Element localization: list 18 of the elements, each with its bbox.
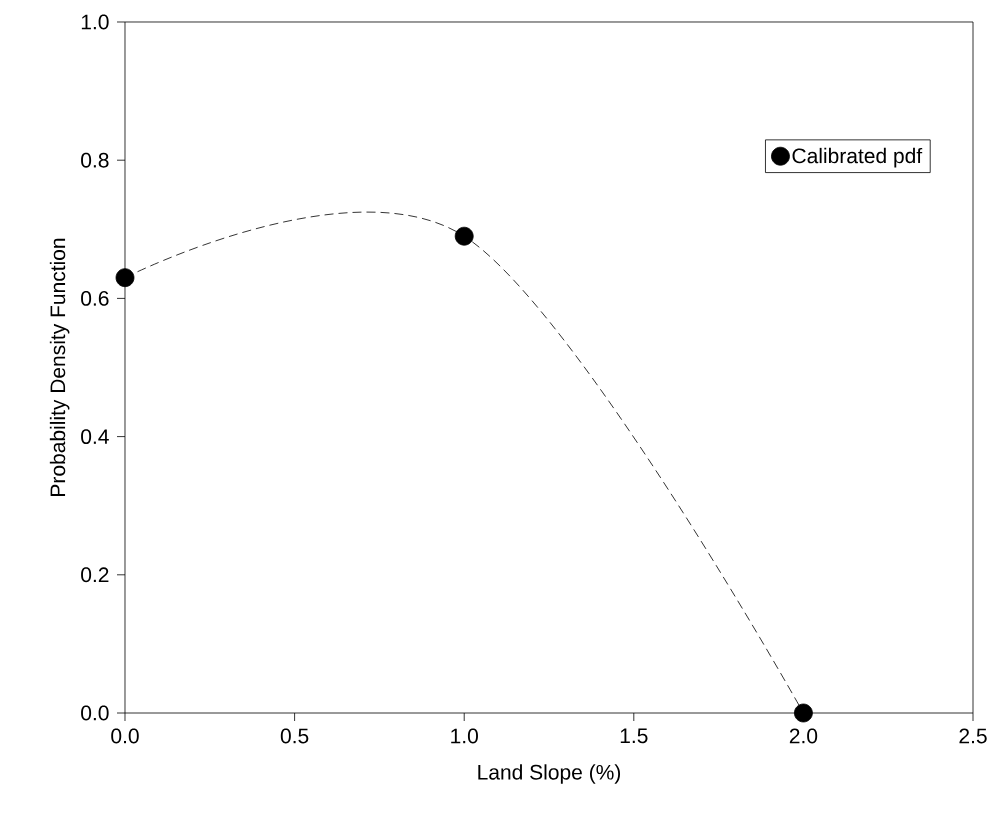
x-tick-label: 2.0 xyxy=(789,728,818,744)
y-tick-label: 0.0 xyxy=(81,705,109,721)
y-tick-label: 0.6 xyxy=(81,290,109,306)
x-axis-title: Land Slope (%) xyxy=(478,764,621,784)
x-tick-label: 0.0 xyxy=(111,728,139,744)
x-tick-label: 1.0 xyxy=(451,728,478,744)
point xyxy=(454,226,474,246)
legend-label: Calibrated pdf xyxy=(792,147,923,168)
x-tick-label: 0.5 xyxy=(280,728,309,744)
x-tick-label: 2.5 xyxy=(959,728,987,744)
y-tick-label: 0.2 xyxy=(81,567,109,583)
x-tick-label: 1.5 xyxy=(620,728,648,744)
y-tick-label: 0.8 xyxy=(81,152,109,168)
y-tick-label: 1.0 xyxy=(81,14,109,30)
point xyxy=(794,703,813,723)
y-tick-label: 0.4 xyxy=(81,429,109,445)
y-axis-title: Probability Density Function xyxy=(49,238,70,496)
point xyxy=(115,268,135,288)
